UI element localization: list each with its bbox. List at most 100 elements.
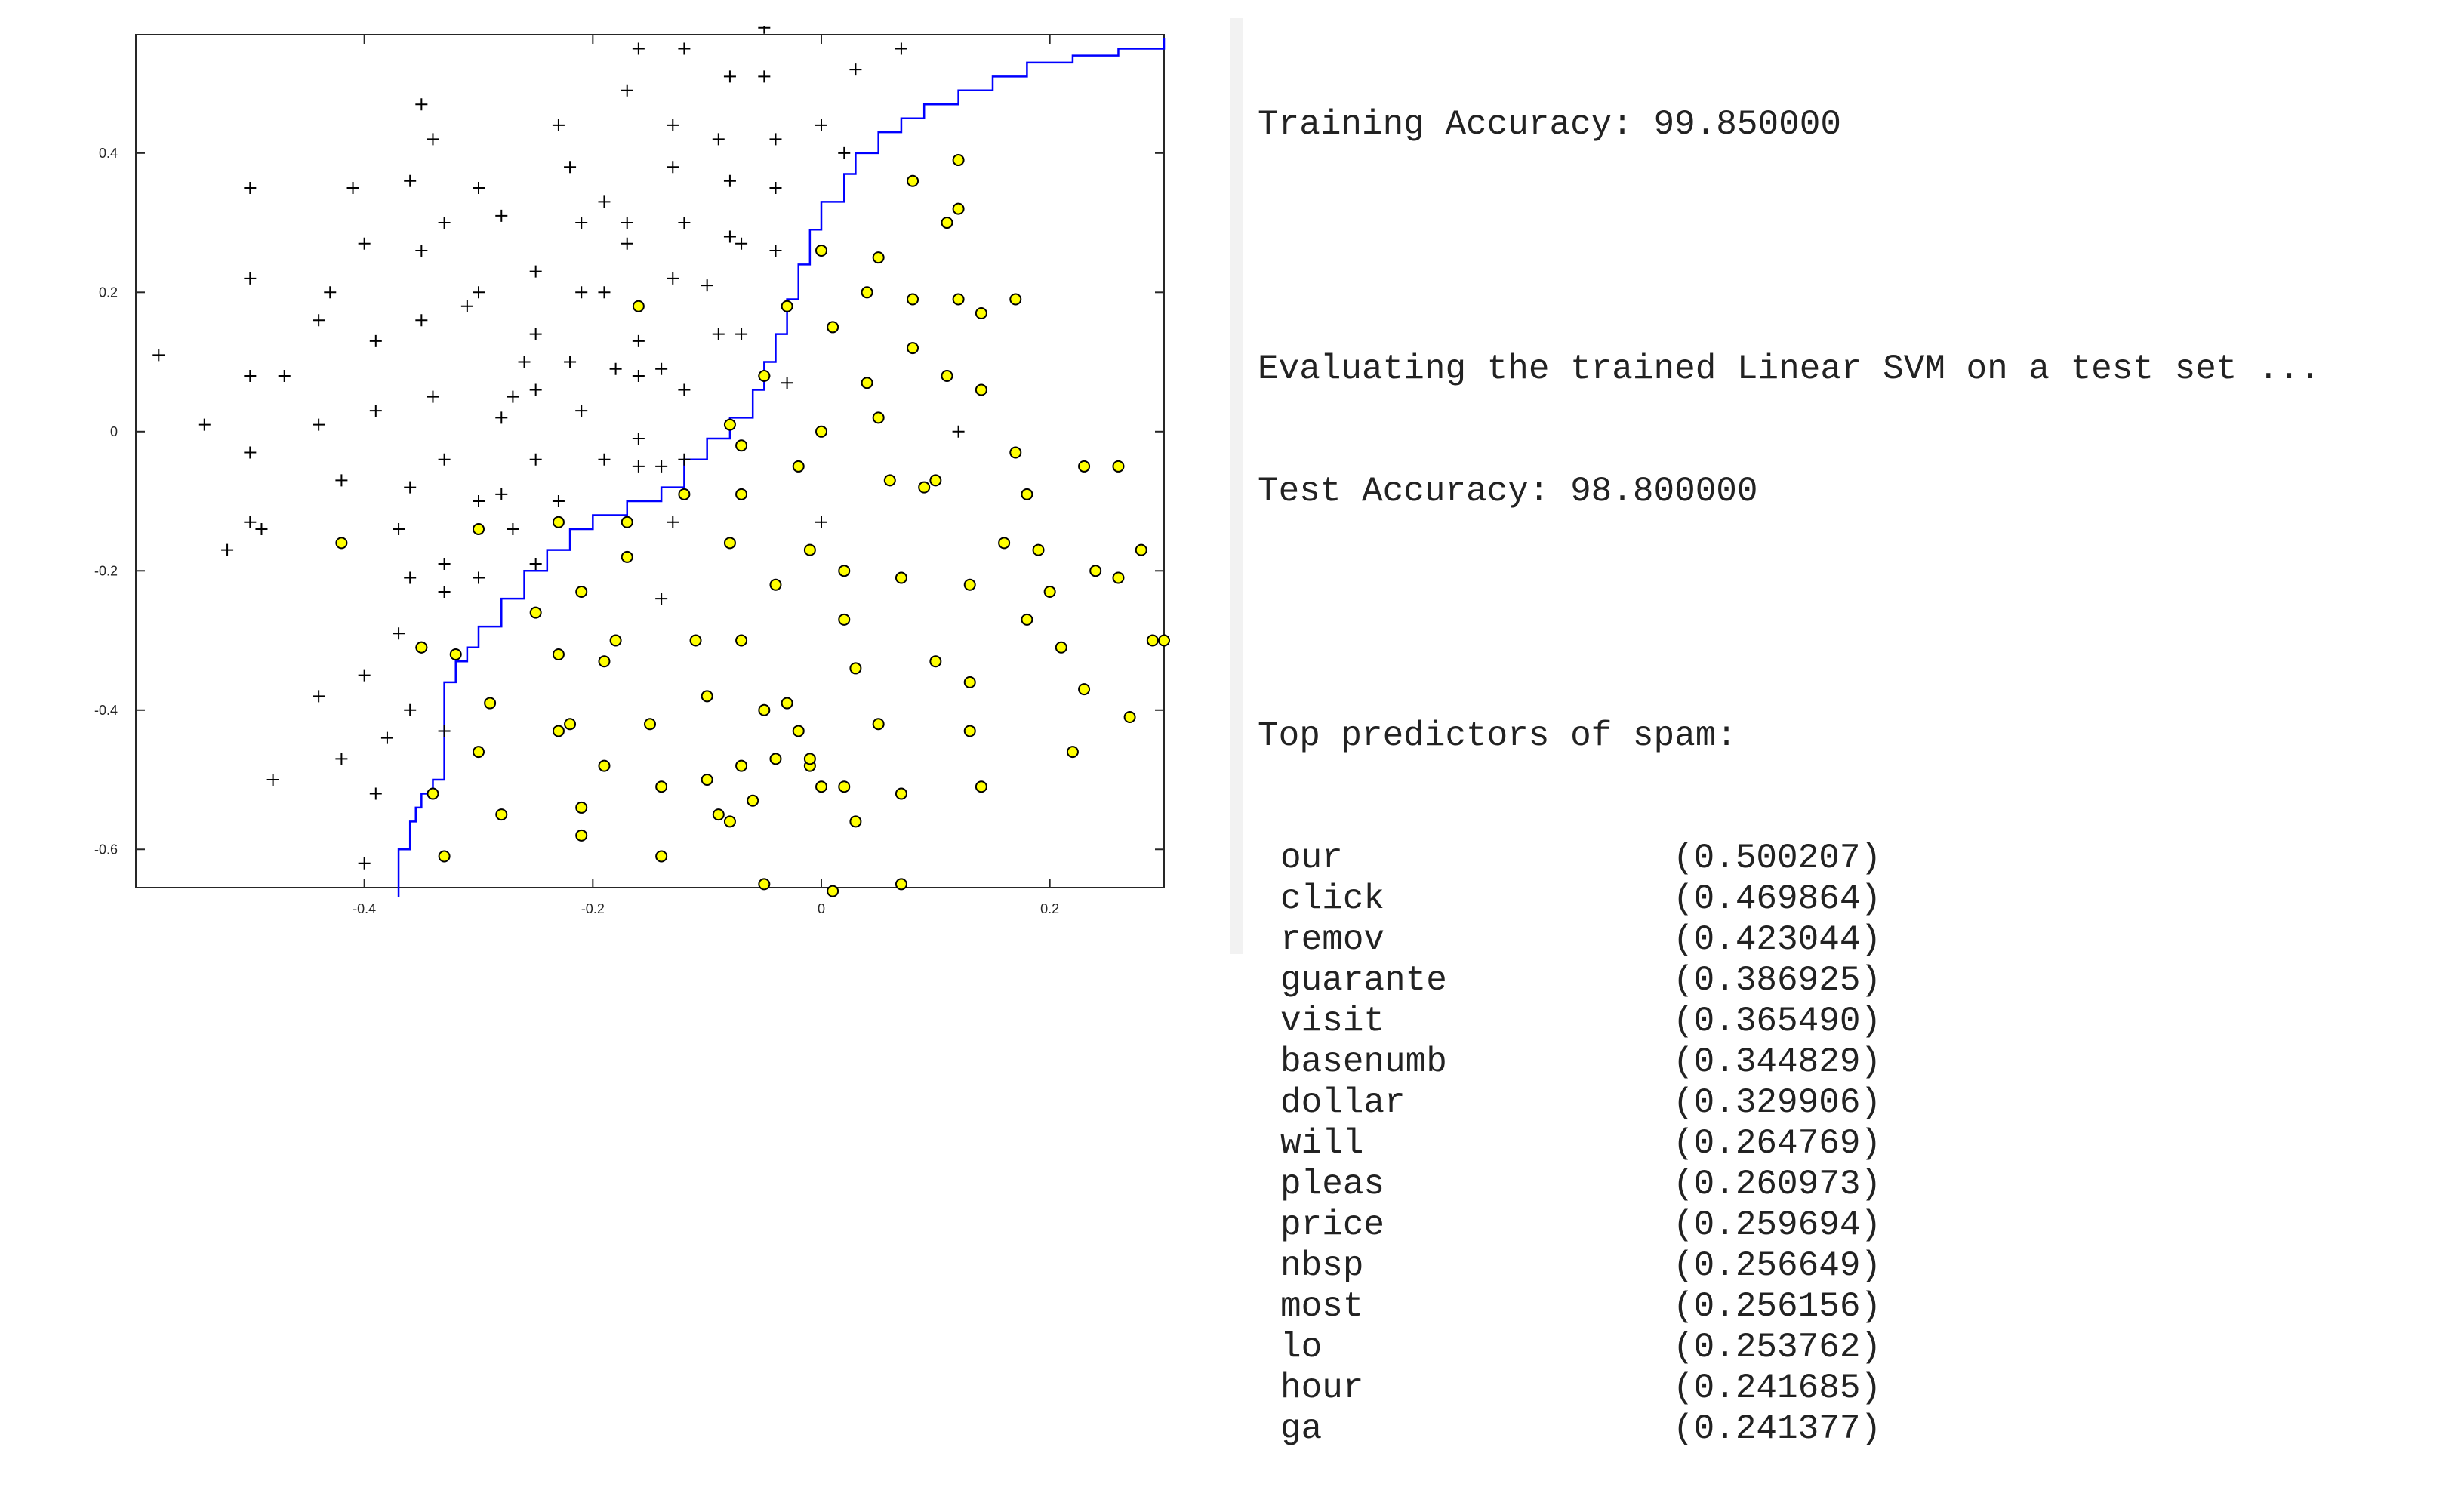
- plus-marker: [632, 433, 645, 445]
- predictor-word: price: [1280, 1205, 1385, 1245]
- circle-marker: [1158, 634, 1170, 647]
- circle-marker: [975, 306, 987, 319]
- predictor-weight: (0.264769): [1673, 1124, 1882, 1163]
- y-tick-label: -0.6: [94, 842, 118, 857]
- predictor-row: guarante (0.386925): [1258, 960, 2464, 1001]
- predictor-weight: (0.253762): [1673, 1328, 1882, 1367]
- plus-marker: [678, 217, 691, 229]
- circle-marker: [575, 829, 588, 842]
- predictor-row: hour (0.241685): [1258, 1368, 2464, 1408]
- plus-marker: [438, 453, 451, 466]
- plus-marker: [346, 181, 359, 194]
- predictor-row: remov (0.423044): [1258, 919, 2464, 960]
- circle-marker: [735, 488, 748, 500]
- panel-divider[interactable]: [1230, 18, 1243, 954]
- circle-marker: [941, 217, 953, 229]
- plus-marker: [678, 42, 691, 55]
- plus-marker: [335, 474, 348, 487]
- circle-marker: [895, 878, 907, 891]
- plus-marker: [244, 446, 257, 459]
- plus-marker: [438, 217, 451, 229]
- circle-marker: [655, 780, 668, 793]
- plus-marker: [621, 217, 633, 229]
- plus-marker: [769, 244, 782, 257]
- circle-marker: [701, 690, 713, 703]
- plus-marker: [427, 133, 439, 146]
- y-tick-label: -0.2: [94, 563, 118, 578]
- circle-marker: [872, 718, 885, 731]
- circle-marker: [929, 655, 942, 668]
- plus-marker: [221, 543, 234, 556]
- plus-marker: [438, 558, 451, 571]
- plus-marker: [609, 362, 622, 375]
- predictor-word: click: [1280, 879, 1385, 919]
- plus-marker: [393, 522, 405, 535]
- plus-marker: [380, 731, 393, 744]
- circle-marker: [655, 850, 668, 863]
- predictor-word: will: [1280, 1124, 1364, 1163]
- circle-marker: [952, 202, 965, 215]
- circle-marker: [1043, 585, 1056, 598]
- plus-marker: [552, 119, 565, 131]
- test-accuracy-line: Test Accuracy: 98.800000: [1258, 472, 1758, 511]
- circle-marker: [769, 753, 782, 765]
- console-output: Training Accuracy: 99.850000 Evaluating …: [1243, 23, 2464, 1448]
- plus-marker: [655, 593, 668, 605]
- circle-marker: [1009, 446, 1022, 459]
- plus-marker: [266, 774, 279, 787]
- plus-marker: [838, 146, 851, 159]
- circle-marker: [815, 244, 827, 257]
- plus-marker: [244, 370, 257, 382]
- plus-marker: [404, 571, 417, 584]
- plus-marker: [438, 725, 451, 737]
- circle-marker: [861, 286, 873, 299]
- plus-marker: [495, 411, 508, 424]
- circle-marker: [963, 725, 976, 737]
- y-tick-label: -0.4: [94, 703, 118, 718]
- predictor-list: our (0.500207) click (0.469864) remov (0.4230…: [1258, 838, 2464, 1449]
- plus-marker: [712, 133, 725, 146]
- plus-marker: [404, 703, 417, 716]
- plus-marker: [529, 453, 542, 466]
- circle-marker: [827, 885, 839, 897]
- x-tick-label: 0.2: [1040, 901, 1059, 916]
- plus-marker: [815, 516, 827, 528]
- circle-marker: [735, 439, 748, 452]
- plus-marker: [358, 237, 371, 250]
- predictor-weight: (0.329906): [1673, 1083, 1882, 1122]
- circle-marker: [907, 174, 919, 187]
- predictor-word: nbsp: [1280, 1246, 1364, 1285]
- circle-marker: [872, 251, 885, 264]
- predictor-weight: (0.260973): [1673, 1165, 1882, 1204]
- circle-marker: [552, 725, 565, 737]
- plus-marker: [393, 627, 405, 640]
- plus-marker: [575, 405, 588, 417]
- predictor-word: dollar: [1280, 1083, 1406, 1122]
- predictor-weight: (0.256156): [1673, 1287, 1882, 1326]
- predictor-weight: (0.386925): [1673, 961, 1882, 1000]
- circle-marker: [735, 759, 748, 772]
- svm-decision-plot: -0.4 -0.2 0 0.2 0.4 0.2 0 -0.2 -0.4 -0.6: [0, 0, 1230, 977]
- plus-marker: [313, 690, 325, 703]
- plus-marker: [564, 161, 577, 174]
- circle-marker: [701, 774, 713, 787]
- plus-marker: [529, 383, 542, 396]
- y-tick-label: 0.2: [99, 285, 118, 300]
- y-tick-label: 0: [110, 424, 118, 439]
- circle-marker: [735, 634, 748, 647]
- circle-marker: [907, 342, 919, 355]
- circle-marker: [1009, 293, 1022, 306]
- circle-marker: [918, 481, 931, 494]
- plus-marker: [678, 453, 691, 466]
- predictor-row: basenumb (0.344829): [1258, 1042, 2464, 1082]
- predictor-word: hour: [1280, 1368, 1364, 1408]
- plus-marker: [712, 328, 725, 340]
- plus-marker: [358, 669, 371, 682]
- predictor-weight: (0.469864): [1673, 879, 1882, 919]
- plus-marker: [313, 418, 325, 431]
- plus-marker: [529, 265, 542, 278]
- plus-marker: [404, 481, 417, 494]
- circle-marker: [792, 725, 805, 737]
- circle-marker: [1123, 711, 1136, 723]
- plus-marker: [495, 209, 508, 222]
